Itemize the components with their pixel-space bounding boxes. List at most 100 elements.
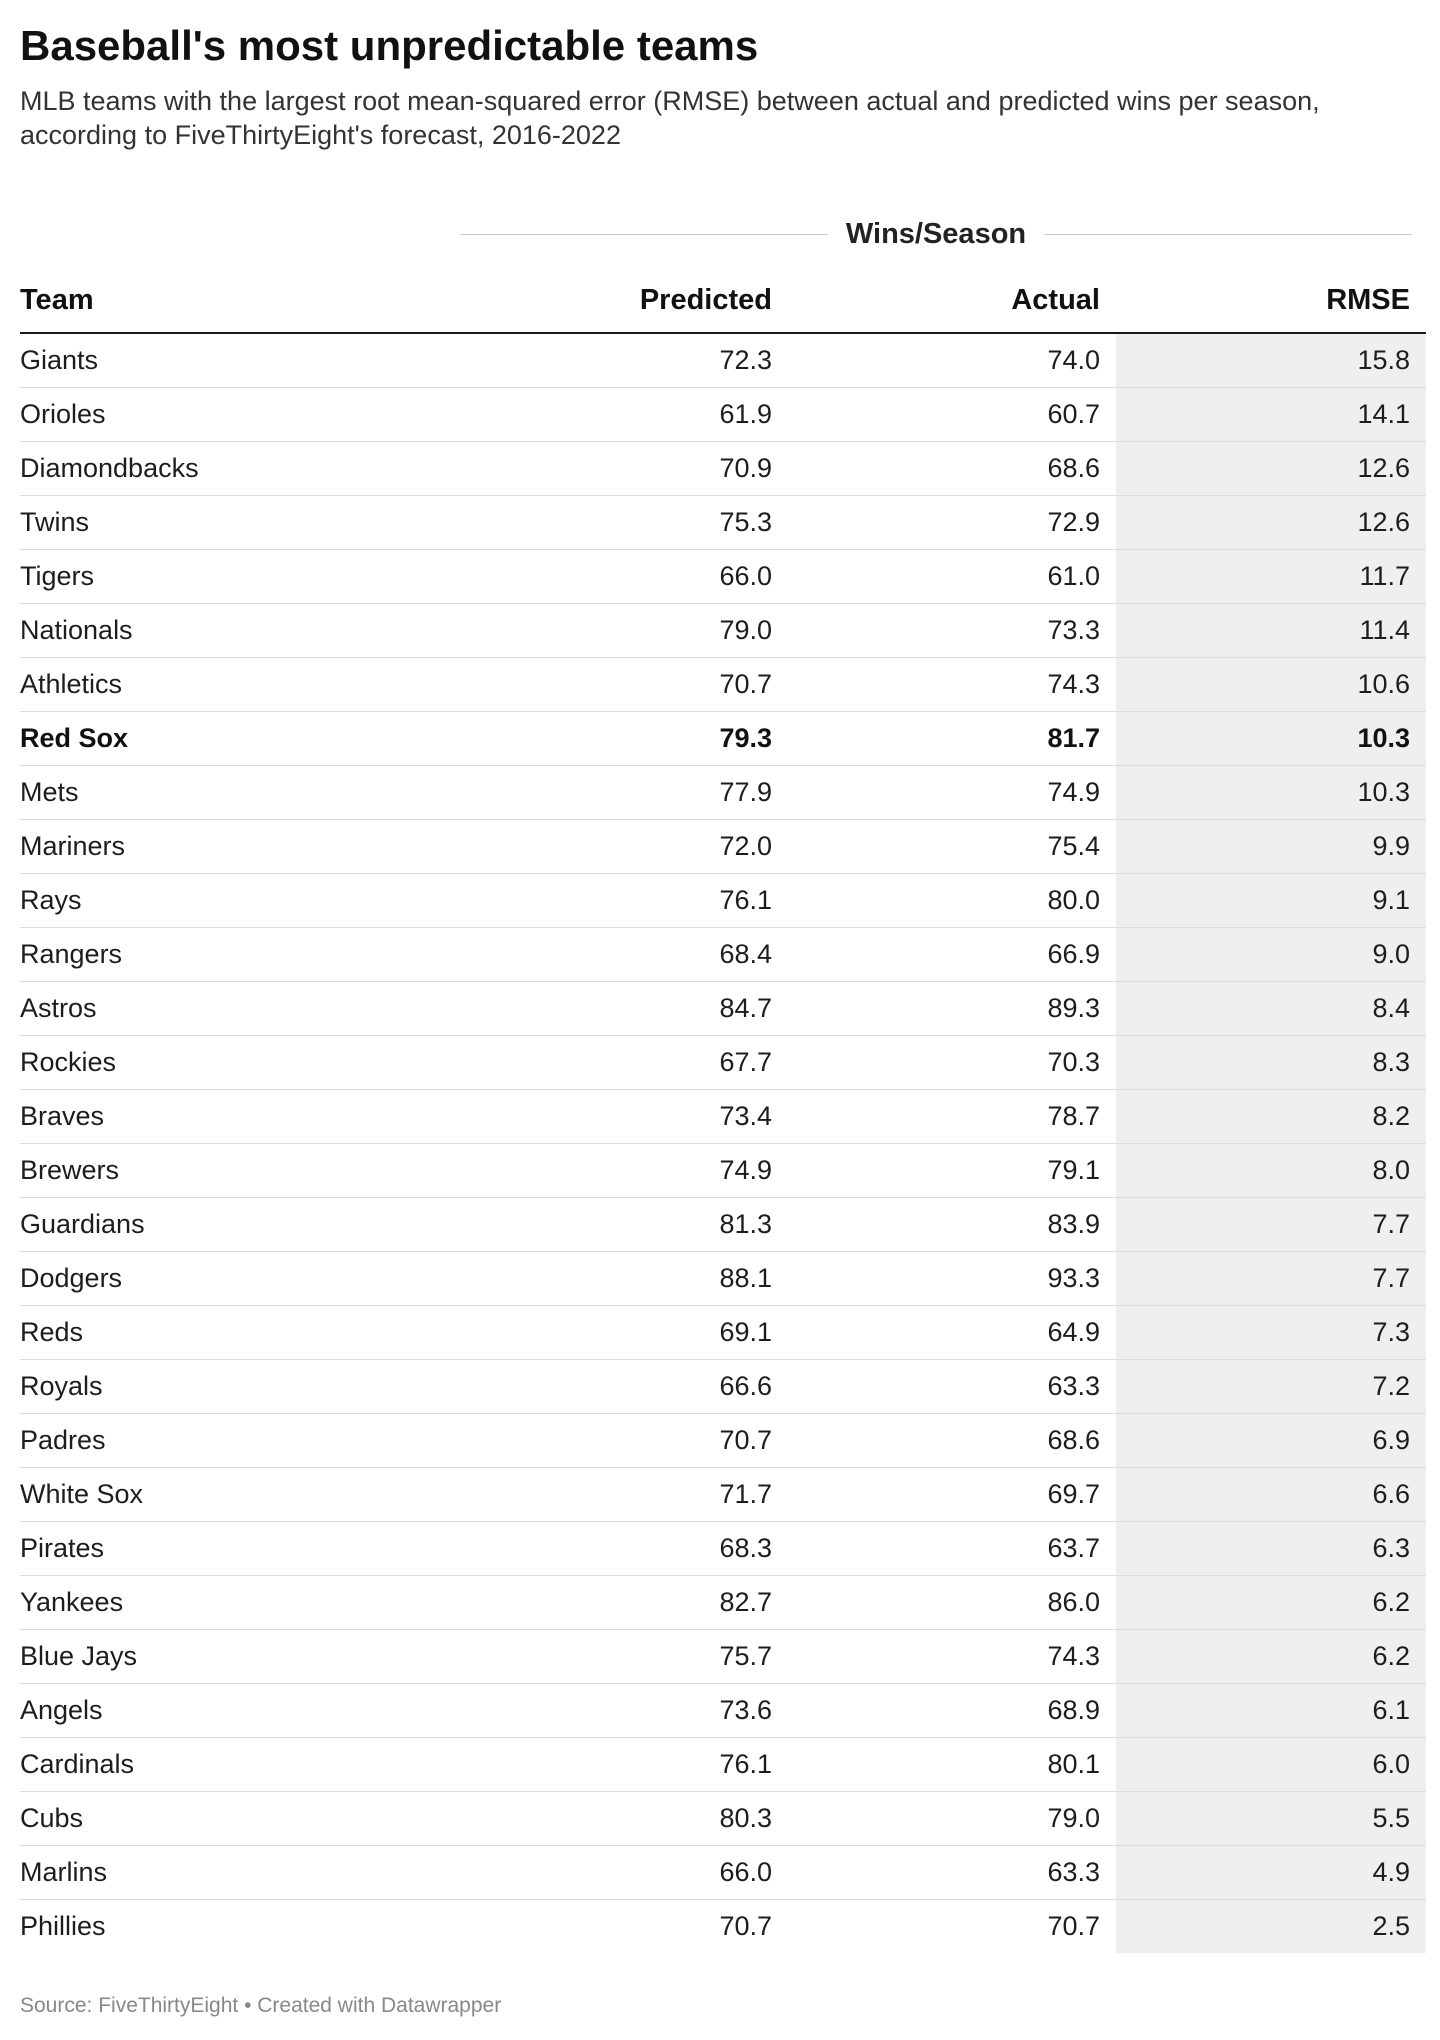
table-row: Dodgers 88.1 93.3 7.7 (20, 1251, 1426, 1306)
cell-rmse: 6.0 (1116, 1737, 1426, 1792)
cell-rmse: 10.3 (1116, 711, 1426, 766)
cell-predicted: 70.7 (460, 1413, 788, 1468)
table-row: Guardians 81.3 83.9 7.7 (20, 1197, 1426, 1252)
table-row: Brewers 74.9 79.1 8.0 (20, 1143, 1426, 1198)
cell-rmse: 12.6 (1116, 495, 1426, 550)
spanner-right-rule (1044, 233, 1413, 235)
cell-predicted: 73.4 (460, 1089, 788, 1144)
cell-team: Twins (20, 495, 460, 550)
cell-predicted: 76.1 (460, 873, 788, 928)
cell-team: Angels (20, 1683, 460, 1738)
cell-team: Royals (20, 1359, 460, 1414)
table-row: Yankees 82.7 86.0 6.2 (20, 1575, 1426, 1630)
cell-rmse: 6.3 (1116, 1521, 1426, 1576)
cell-predicted: 88.1 (460, 1251, 788, 1306)
cell-team: Astros (20, 981, 460, 1036)
cell-rmse: 15.8 (1116, 333, 1426, 388)
cell-rmse: 6.2 (1116, 1575, 1426, 1630)
cell-predicted: 66.0 (460, 1845, 788, 1900)
cell-rmse: 8.2 (1116, 1089, 1426, 1144)
cell-predicted: 80.3 (460, 1791, 788, 1846)
cell-team: Tigers (20, 549, 460, 604)
cell-predicted: 69.1 (460, 1305, 788, 1360)
table-body: Giants 72.3 74.0 15.8 Orioles 61.9 60.7 14.1 Dia… (20, 333, 1426, 1953)
cell-actual: 68.9 (788, 1683, 1116, 1738)
cell-team: Marlins (20, 1845, 460, 1900)
table-row: Rays 76.1 80.0 9.1 (20, 873, 1426, 928)
cell-rmse: 7.7 (1116, 1197, 1426, 1252)
table-row: Blue Jays 75.7 74.3 6.2 (20, 1629, 1426, 1684)
cell-rmse: 9.1 (1116, 873, 1426, 928)
table-row: Royals 66.6 63.3 7.2 (20, 1359, 1426, 1414)
column-header-rmse[interactable]: RMSE (1116, 268, 1426, 334)
column-header-predicted[interactable]: Predicted (460, 268, 788, 334)
cell-team: Cubs (20, 1791, 460, 1846)
spanner-left-rule (460, 233, 828, 235)
cell-rmse: 6.9 (1116, 1413, 1426, 1468)
cell-predicted: 72.0 (460, 819, 788, 874)
cell-team: Dodgers (20, 1251, 460, 1306)
cell-actual: 60.7 (788, 387, 1116, 442)
cell-actual: 70.7 (1047, 1911, 1100, 1941)
cell-actual: 68.6 (788, 441, 1116, 496)
cell-rmse: 14.1 (1116, 387, 1426, 442)
cell-rmse: 2.5 (1116, 1899, 1426, 1953)
cell-team: Cardinals (20, 1737, 460, 1792)
column-header-actual[interactable]: Actual (788, 268, 1116, 334)
cell-rmse: 6.6 (1116, 1467, 1426, 1522)
cell-team: White Sox (20, 1467, 460, 1522)
cell-team: Yankees (20, 1575, 460, 1630)
cell-predicted: 75.3 (460, 495, 788, 550)
cell-predicted: 75.7 (460, 1629, 788, 1684)
cell-actual: 61.0 (788, 549, 1116, 604)
cell-actual: 63.7 (788, 1521, 1116, 1576)
table-row: Athletics 70.7 74.3 10.6 (20, 657, 1426, 712)
cell-predicted: 68.4 (460, 927, 788, 982)
cell-actual: 64.9 (788, 1305, 1116, 1360)
cell-predicted: 81.3 (460, 1197, 788, 1252)
table-row: Red Sox 79.3 81.7 10.3 (20, 711, 1426, 766)
chart-subtitle: MLB teams with the largest root mean-squ… (20, 86, 1320, 150)
cell-actual: 78.7 (788, 1089, 1116, 1144)
cell-predicted: 72.3 (460, 333, 788, 388)
table-row: Marlins 66.0 63.3 4.9 (20, 1845, 1426, 1900)
cell-predicted: 84.7 (460, 981, 788, 1036)
cell-rmse: 9.9 (1116, 819, 1426, 874)
cell-predicted: 67.7 (460, 1035, 788, 1090)
cell-actual: 89.3 (788, 981, 1116, 1036)
cell-predicted: 71.7 (460, 1467, 788, 1522)
cell-rmse: 9.0 (1116, 927, 1426, 982)
cell-team: Mets (20, 765, 460, 820)
table-row: Twins 75.3 72.9 12.6 (20, 495, 1426, 550)
cell-rmse: 8.4 (1116, 981, 1426, 1036)
cell-actual: 73.3 (788, 603, 1116, 658)
cell-predicted: 74.9 (460, 1143, 788, 1198)
cell-actual: 79.1 (788, 1143, 1116, 1198)
cell-team: Mariners (20, 819, 460, 874)
cell-actual: 69.7 (788, 1467, 1116, 1522)
cell-actual: 81.7 (788, 711, 1116, 766)
table-row: Cardinals 76.1 80.1 6.0 (20, 1737, 1426, 1792)
wins-season-spanner: Wins/Season (460, 210, 1413, 258)
table-row: Mariners 72.0 75.4 9.9 (20, 819, 1426, 874)
cell-predicted: 61.9 (460, 387, 788, 442)
column-header-team[interactable]: Team (20, 268, 460, 334)
cell-actual: 86.0 (788, 1575, 1116, 1630)
cell-rmse: 7.7 (1116, 1251, 1426, 1306)
table-row: Tigers 66.0 61.0 11.7 (20, 549, 1426, 604)
cell-team: Brewers (20, 1143, 460, 1198)
table-row: Reds 69.1 64.9 7.3 (20, 1305, 1426, 1360)
cell-rmse: 6.2 (1116, 1629, 1426, 1684)
table-header-row: Team Predicted Actual RMSE (20, 268, 1426, 334)
cell-team: Giants (20, 333, 460, 388)
cell-team: Rays (20, 873, 460, 928)
cell-predicted: 79.0 (460, 603, 788, 658)
chart-container: Baseball's most unpredictable teams MLB … (20, 0, 1426, 1953)
cell-predicted: 66.6 (460, 1359, 788, 1414)
cell-rmse: 8.3 (1116, 1035, 1426, 1090)
cell-team: Rangers (20, 927, 460, 982)
cell-actual: 74.3 (788, 657, 1116, 712)
cell-predicted: 79.3 (460, 711, 788, 766)
cell-predicted: 76.1 (460, 1737, 788, 1792)
cell-rmse: 7.2 (1116, 1359, 1426, 1414)
